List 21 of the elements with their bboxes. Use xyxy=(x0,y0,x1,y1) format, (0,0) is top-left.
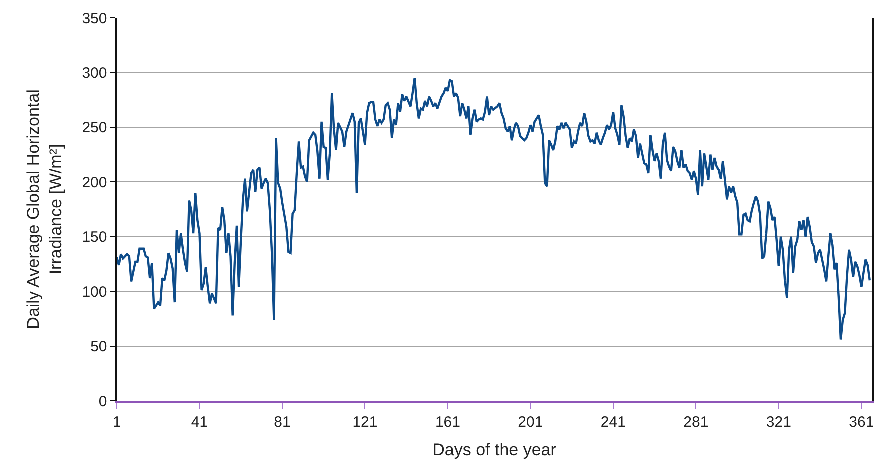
x-tick-label: 121 xyxy=(352,414,378,431)
line-series xyxy=(117,77,872,341)
x-tick-label: 161 xyxy=(435,414,460,431)
y-tick-label: 250 xyxy=(82,120,108,137)
x-tick-label: 241 xyxy=(600,414,626,431)
y-tick-label: 50 xyxy=(90,338,108,356)
x-tick-label: 361 xyxy=(849,414,874,431)
y-tick-label: 300 xyxy=(82,64,108,82)
y-tick-label: 100 xyxy=(82,284,108,301)
x-tick-label: 41 xyxy=(191,414,208,431)
y-tick-label: 350 xyxy=(82,10,108,28)
x-tick-label: 1 xyxy=(112,414,122,431)
y-tick-label: 0 xyxy=(98,393,108,410)
x-tick-label: 201 xyxy=(518,414,544,431)
x-tick-label: 81 xyxy=(274,414,291,431)
y-tick-label: 150 xyxy=(82,229,108,246)
x-axis-title: Days of the year xyxy=(432,440,557,460)
y-tick-label: 200 xyxy=(82,174,108,192)
x-tick-label: 321 xyxy=(766,414,792,431)
x-tick-label: 281 xyxy=(684,414,709,431)
y-axis-title: Daily Average Global Horizontal Irradiance [W/m²] xyxy=(24,90,66,330)
